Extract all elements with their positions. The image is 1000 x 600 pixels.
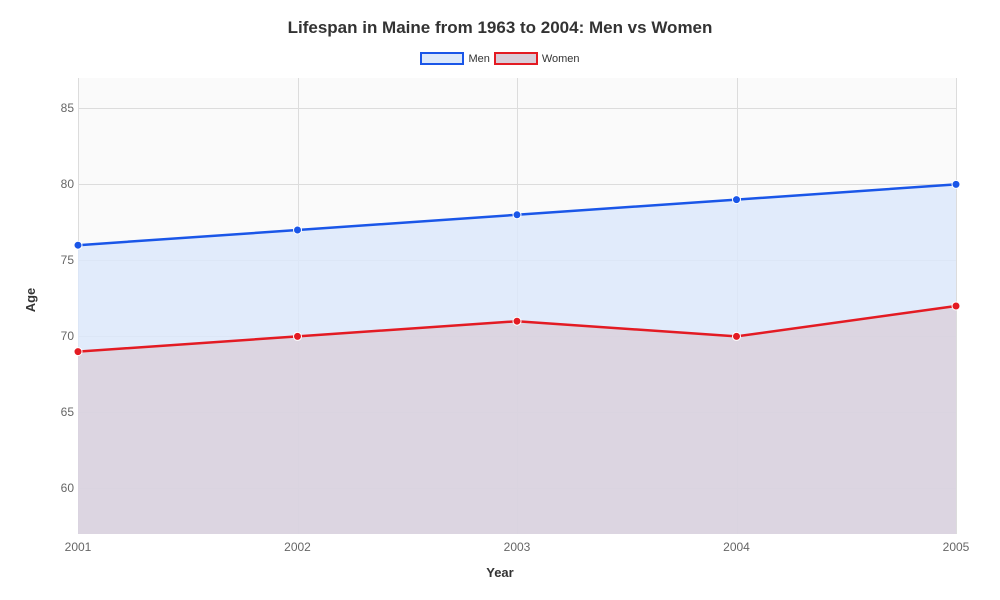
series-marker: [513, 211, 521, 219]
legend-swatch: [494, 52, 538, 65]
x-tick-label: 2001: [65, 540, 92, 554]
series-marker: [74, 241, 82, 249]
legend-item: Women: [494, 52, 580, 65]
y-tick-label: 60: [50, 481, 74, 495]
plot-area: [78, 78, 956, 534]
chart-title: Lifespan in Maine from 1963 to 2004: Men…: [0, 18, 1000, 38]
y-tick-label: 80: [50, 177, 74, 191]
y-axis-label: Age: [23, 288, 38, 313]
x-tick-label: 2003: [504, 540, 531, 554]
x-tick-label: 2002: [284, 540, 311, 554]
x-tick-label: 2004: [723, 540, 750, 554]
legend: Men Women: [0, 52, 1000, 68]
legend-item: Men: [420, 52, 489, 65]
series-marker: [513, 317, 521, 325]
series-marker: [952, 302, 960, 310]
series-marker: [74, 348, 82, 356]
series-svg: [78, 78, 956, 534]
x-axis-label: Year: [0, 565, 1000, 580]
y-tick-label: 70: [50, 329, 74, 343]
legend-swatch: [420, 52, 464, 65]
series-marker: [733, 332, 741, 340]
series-marker: [294, 226, 302, 234]
legend-label: Men: [468, 53, 489, 65]
y-tick-label: 85: [50, 101, 74, 115]
x-tick-label: 2005: [943, 540, 970, 554]
series-marker: [952, 180, 960, 188]
y-tick-label: 75: [50, 253, 74, 267]
series-marker: [294, 332, 302, 340]
legend-label: Women: [542, 53, 580, 65]
y-tick-label: 65: [50, 405, 74, 419]
series-marker: [733, 196, 741, 204]
